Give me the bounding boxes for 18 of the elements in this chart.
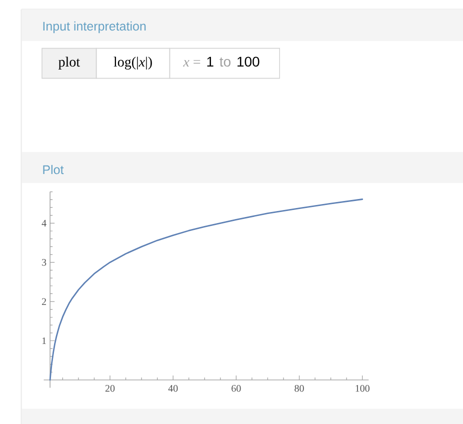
- text: 100: [238, 56, 260, 67]
- chart-title: Plot: [43, 164, 64, 174]
- text: log(|x|): [114, 56, 152, 70]
- text: to: [220, 57, 230, 67]
- text: Input interpretation: [43, 21, 146, 34]
- x-tick-label: 40: [168, 384, 178, 392]
- text: x =: [183, 60, 200, 66]
- text: 1: [207, 56, 214, 66]
- x-tick-label: 60: [232, 384, 241, 392]
- x-tick-label: 80: [294, 384, 304, 392]
- x-tick-label: 20: [105, 384, 115, 392]
- y-tick-label: 3: [42, 258, 46, 266]
- y-tick-label: 1: [42, 337, 46, 344]
- x-tick-label: 100: [356, 384, 370, 392]
- y-tick-label: 2: [42, 298, 46, 305]
- line-series: [49, 198, 364, 381]
- y-tick-label: 4: [42, 220, 46, 226]
- text: plot: [58, 56, 80, 70]
